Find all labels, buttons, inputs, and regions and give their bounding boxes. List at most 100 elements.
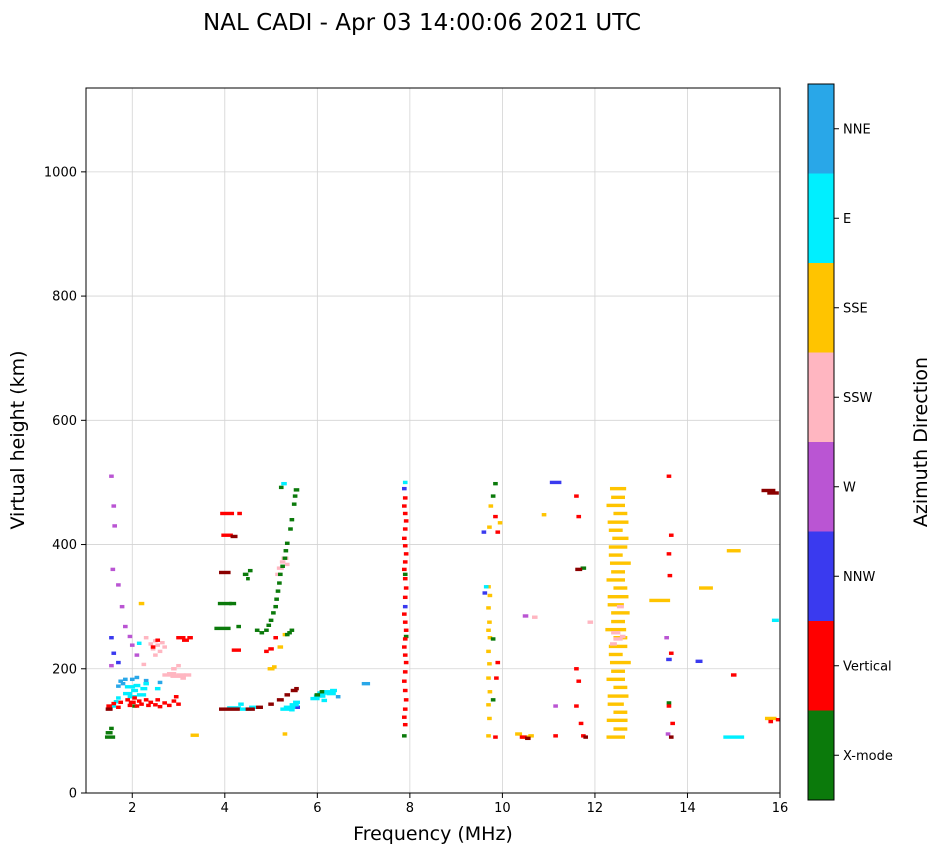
data-point xyxy=(613,710,628,714)
data-point xyxy=(150,645,156,649)
data-point xyxy=(493,735,498,739)
data-point xyxy=(553,734,558,738)
colorbar-tick-label: NNW xyxy=(843,570,875,585)
data-point xyxy=(276,566,284,570)
data-point xyxy=(146,703,151,708)
data-point xyxy=(134,653,140,657)
colorbar-segment xyxy=(808,621,834,711)
data-point xyxy=(247,568,253,573)
data-point xyxy=(402,560,408,564)
data-point xyxy=(486,628,491,632)
data-point xyxy=(116,660,121,665)
data-point xyxy=(148,700,154,705)
data-point xyxy=(150,647,156,651)
data-point xyxy=(264,649,269,654)
data-point xyxy=(143,698,149,702)
data-point xyxy=(487,716,492,721)
data-point xyxy=(289,703,299,707)
data-point xyxy=(141,662,147,667)
data-point xyxy=(190,733,199,737)
data-point xyxy=(330,688,337,693)
data-point xyxy=(606,578,626,582)
data-point xyxy=(157,704,163,709)
data-point xyxy=(268,618,274,623)
data-point xyxy=(276,698,284,702)
data-point xyxy=(184,673,192,677)
data-point xyxy=(667,573,673,578)
data-point xyxy=(133,683,141,688)
data-point xyxy=(104,735,116,739)
data-point xyxy=(487,593,493,598)
data-point xyxy=(116,684,121,688)
data-point xyxy=(402,645,407,649)
data-point xyxy=(166,703,172,708)
data-point xyxy=(116,583,121,587)
data-point xyxy=(608,644,628,649)
data-point xyxy=(310,696,320,701)
data-point xyxy=(486,703,491,707)
x-tick-label: 16 xyxy=(772,801,789,816)
data-point xyxy=(273,636,279,640)
data-point xyxy=(497,521,503,525)
data-point xyxy=(612,536,629,541)
data-point xyxy=(574,667,579,671)
data-point xyxy=(127,634,133,639)
data-point xyxy=(611,631,621,635)
data-point xyxy=(128,700,136,705)
data-point xyxy=(487,636,493,640)
data-point xyxy=(403,519,409,523)
colorbar-tick-label: E xyxy=(843,212,851,227)
data-point xyxy=(578,721,584,726)
data-point xyxy=(609,486,627,491)
data-point xyxy=(767,491,779,495)
data-point xyxy=(495,530,501,534)
data-point xyxy=(487,525,492,529)
data-point xyxy=(402,722,408,727)
colorbar-tick-label: SSE xyxy=(843,301,868,316)
data-point xyxy=(402,572,408,577)
data-point xyxy=(162,645,167,649)
colorbar: NNE E SSE SSW W NNW Vertical X-mode xyxy=(808,84,893,801)
data-point xyxy=(605,627,627,632)
data-point xyxy=(402,688,408,693)
data-point xyxy=(229,601,237,606)
data-point xyxy=(488,504,494,508)
data-point xyxy=(493,481,498,486)
data-point xyxy=(291,502,297,506)
data-point xyxy=(665,732,671,736)
data-point xyxy=(132,696,137,700)
data-point xyxy=(580,566,587,570)
grid-lines xyxy=(86,88,781,794)
colorbar-tick-label: X-mode xyxy=(843,749,893,764)
data-point xyxy=(246,577,250,581)
data-point xyxy=(490,494,496,498)
data-point xyxy=(268,702,274,706)
data-point xyxy=(277,581,282,585)
data-point xyxy=(284,562,290,567)
data-point xyxy=(259,631,265,635)
data-point xyxy=(482,591,488,595)
data-point xyxy=(326,691,336,696)
data-point xyxy=(668,651,674,655)
data-point xyxy=(219,707,240,711)
data-point xyxy=(666,552,672,556)
data-point xyxy=(277,645,284,649)
data-point xyxy=(214,626,231,631)
data-point xyxy=(105,707,113,711)
data-point xyxy=(288,527,293,531)
data-point xyxy=(180,676,186,680)
data-point xyxy=(143,636,149,640)
data-point xyxy=(320,690,333,694)
data-point xyxy=(402,612,407,616)
colorbar-tick-label: SSW xyxy=(843,391,873,406)
colorbar-segment xyxy=(808,263,834,353)
data-point xyxy=(487,662,492,666)
data-point xyxy=(576,514,582,519)
data-point xyxy=(118,679,124,683)
data-point xyxy=(162,701,167,705)
data-point xyxy=(109,474,114,478)
data-point xyxy=(129,677,135,682)
data-point xyxy=(148,642,154,646)
data-point xyxy=(283,549,289,553)
data-point xyxy=(124,685,136,689)
